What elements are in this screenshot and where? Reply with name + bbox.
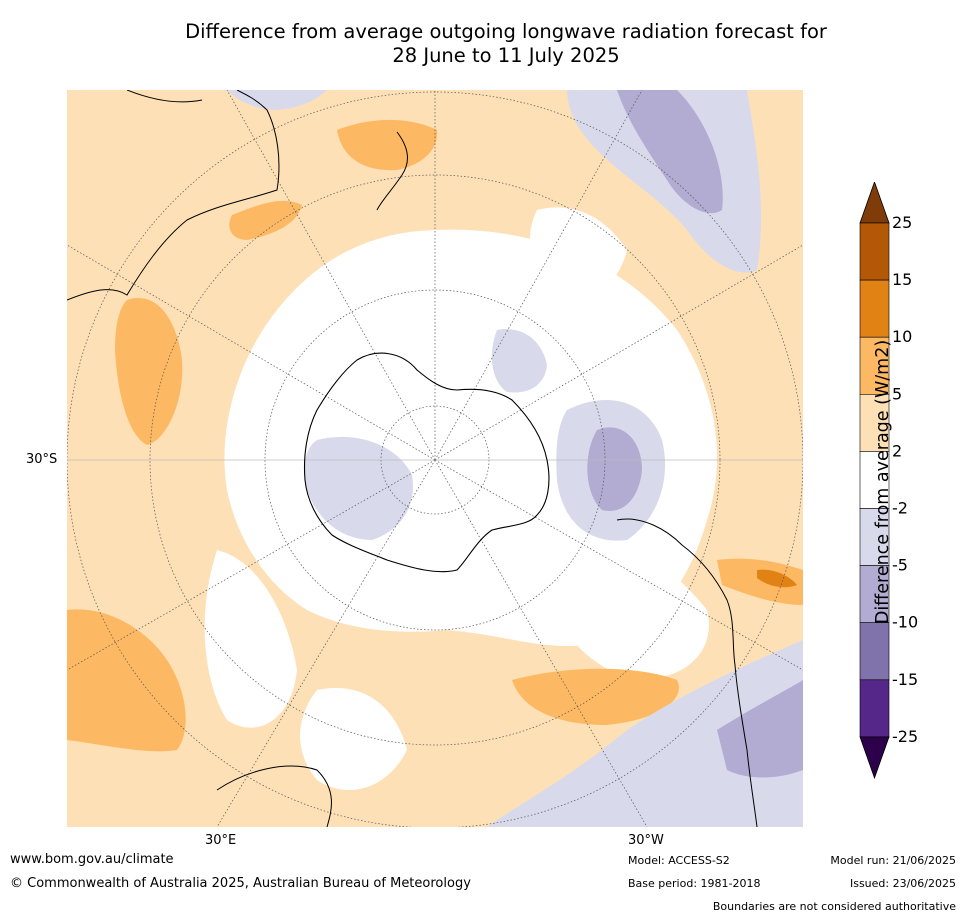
footer-issued: Issued: 23/06/2025 [849, 877, 956, 890]
polar-map [67, 90, 803, 827]
footer-copyright: © Commonwealth of Australia 2025, Austra… [10, 876, 471, 891]
colorbar-segment [859, 451, 890, 509]
anomaly-negative-weddell [304, 436, 413, 540]
colorbar-tick-label: -25 [892, 727, 918, 746]
australia-coastline [67, 90, 280, 301]
colorbar: 25 15 10 5 2 -2 -5 -10 -15 -25 [858, 180, 938, 782]
colorbar-tick-label: 10 [892, 327, 912, 346]
colorbar-segment [859, 679, 890, 738]
colorbar-title: Difference from average (W/m2) [873, 339, 893, 625]
colorbar-tick-label: 5 [892, 384, 902, 403]
chart-title: Difference from average outgoing longwav… [100, 20, 912, 68]
title-line-2: 28 June to 11 July 2025 [392, 44, 620, 67]
neutral-region-south-atlantic [529, 207, 627, 296]
colorbar-tick-label: 15 [892, 270, 912, 289]
colorbar-tick-label: -15 [892, 670, 918, 689]
anomaly-purple-southeast [717, 680, 803, 778]
colorbar-tick-label: 2 [892, 441, 902, 460]
colorbar-segment [859, 394, 890, 452]
footer-model: Model: ACCESS-S2 [628, 854, 730, 867]
colorbar-tick-label: -5 [892, 556, 908, 575]
antarctica-coastline [304, 352, 550, 573]
lon-label-30e: 30°E [205, 833, 237, 848]
anomaly-purple-south-atlantic [587, 427, 642, 511]
anomaly-negative-southeast [487, 640, 803, 827]
anomaly-orange-patch-west [67, 609, 186, 752]
anomaly-negative-east-pacific [567, 90, 762, 273]
anomaly-orange-patch-pacific [512, 668, 679, 725]
footer-website: www.bom.gov.au/climate [10, 852, 174, 867]
neutral-region-indian-ocean [204, 550, 297, 728]
anomaly-dark-orange-patch [757, 569, 797, 588]
title-line-1: Difference from average outgoing longwav… [185, 20, 827, 43]
neutral-region-south-atlantic-2 [537, 528, 709, 680]
colorbar-tick-label: 25 [892, 213, 912, 232]
colorbar-extend-bottom [859, 736, 890, 780]
anomaly-negative-northwest [227, 90, 327, 110]
footer-base-period: Base period: 1981-2018 [628, 877, 761, 890]
colorbar-tick-label: -2 [892, 499, 908, 518]
anomaly-orange-patch-africa [717, 558, 803, 605]
colorbar-segment [859, 222, 890, 281]
anomaly-orange-patch-nz [337, 119, 438, 171]
new-zealand-coastline [376, 131, 408, 211]
neutral-region-pacific [300, 688, 407, 790]
footer-disclaimer: Boundaries are not considered authoritat… [712, 900, 956, 913]
lon-label-30w: 30°W [628, 833, 664, 848]
lat-label-30s: 30°S [26, 452, 58, 467]
colorbar-segment [859, 336, 890, 395]
africa-coastline [126, 90, 332, 827]
anomaly-orange-patch-australia [229, 200, 302, 240]
colorbar-extend-top [859, 180, 890, 224]
anomaly-purple-east-pacific [617, 90, 723, 214]
footer-model-run: Model run: 21/06/2025 [830, 854, 956, 867]
south-america-coastline [616, 518, 758, 827]
colorbar-segment [859, 279, 890, 338]
anomaly-orange-patch-indian [115, 298, 183, 445]
colorbar-tick-label: -10 [892, 613, 918, 632]
anomaly-negative-ross [491, 329, 547, 393]
